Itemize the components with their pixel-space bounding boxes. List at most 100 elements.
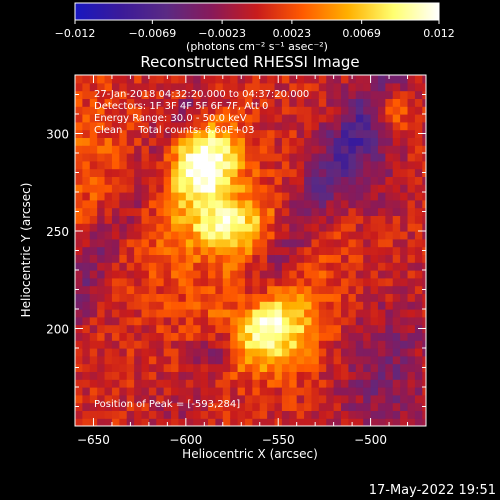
heatmap-cell	[304, 285, 313, 294]
heatmap-cell	[82, 106, 91, 115]
heatmap-cell	[259, 410, 268, 419]
heatmap-cell	[267, 332, 276, 341]
heatmap-cell	[222, 199, 231, 209]
heatmap-cell	[385, 309, 394, 318]
heatmap-cell	[141, 231, 150, 240]
heatmap-cell	[134, 254, 143, 263]
heatmap-cell	[82, 277, 91, 287]
heatmap-cell	[289, 129, 298, 138]
heatmap-cell	[296, 129, 305, 138]
heatmap-cell	[208, 168, 216, 177]
heatmap-cell	[89, 223, 98, 232]
heatmap-cell	[341, 262, 350, 271]
heatmap-cell	[134, 293, 143, 302]
heatmap-cell	[274, 254, 283, 263]
heatmap-cell	[333, 394, 342, 404]
heatmap-cell	[200, 410, 209, 419]
heatmap-cell	[289, 270, 298, 279]
heatmap-cell	[97, 348, 106, 357]
heatmap-cell	[126, 106, 135, 115]
heatmap-cell	[244, 379, 253, 388]
heatmap-cell	[89, 246, 98, 255]
heatmap-cell	[208, 379, 216, 388]
heatmap-cell	[230, 277, 239, 287]
heatmap-cell	[377, 348, 386, 357]
heatmap-cell	[422, 223, 426, 232]
heatmap-cell	[111, 145, 120, 154]
heatmap-cell	[296, 270, 305, 279]
heatmap-cell	[422, 394, 426, 404]
heatmap-cell	[75, 199, 83, 209]
heatmap-cell	[200, 316, 209, 326]
heatmap-cell	[296, 301, 305, 310]
heatmap-cell	[422, 309, 426, 318]
heatmap-cell	[377, 184, 386, 193]
heatmap-cell	[392, 262, 401, 271]
heatmap-cell	[215, 176, 224, 185]
heatmap-cell	[422, 160, 426, 170]
heatmap-cell	[370, 277, 379, 287]
heatmap-cell	[237, 301, 246, 310]
heatmap-cell	[333, 176, 342, 185]
heatmap-cell	[171, 332, 180, 341]
heatmap-cell	[97, 402, 106, 411]
heatmap-cell	[311, 309, 320, 318]
heatmap-cell	[185, 348, 194, 357]
heatmap-cell	[341, 324, 350, 333]
heatmap-cell	[134, 223, 143, 232]
heatmap-cell	[252, 285, 261, 294]
heatmap-cell	[400, 137, 409, 146]
heatmap-cell	[370, 192, 379, 201]
heatmap-cell	[318, 285, 327, 294]
heatmap-cell	[289, 192, 298, 201]
heatmap-cell	[385, 394, 394, 404]
heatmap-cell	[370, 254, 379, 263]
heatmap-cell	[326, 293, 335, 302]
heatmap-cell	[163, 324, 172, 333]
heatmap-cell	[318, 246, 327, 255]
heatmap-cell	[392, 145, 401, 154]
colorbar-tick-label: −0.0023	[198, 27, 246, 40]
heatmap-cell	[119, 231, 128, 240]
heatmap-cell	[392, 332, 401, 341]
heatmap-cell	[267, 348, 276, 357]
heatmap-cell	[341, 316, 350, 326]
heatmap-cell	[163, 121, 172, 131]
heatmap-cell	[385, 121, 394, 131]
heatmap-cell	[422, 192, 426, 201]
heatmap-cell	[141, 363, 150, 372]
heatmap-cell	[407, 254, 416, 263]
heatmap-cell	[259, 262, 268, 271]
heatmap-cell	[134, 363, 143, 372]
heatmap-cell	[341, 332, 350, 341]
heatmap-cell	[178, 270, 187, 279]
heatmap-cell	[111, 402, 120, 411]
heatmap-cell	[370, 231, 379, 240]
heatmap-cell	[126, 340, 135, 349]
heatmap-cell	[171, 410, 180, 419]
heatmap-cell	[185, 215, 194, 224]
heatmap-cell	[111, 387, 120, 396]
heatmap-cell	[385, 192, 394, 201]
heatmap-cell	[171, 309, 180, 318]
heatmap-cell	[119, 106, 128, 115]
heatmap-cell	[348, 184, 357, 193]
heatmap-cell	[237, 231, 246, 240]
heatmap-cell	[414, 199, 423, 209]
heatmap-cell	[104, 238, 113, 248]
heatmap-cell	[326, 114, 335, 123]
heatmap-cell	[126, 168, 135, 177]
heatmap-cell	[259, 340, 268, 349]
heatmap-cell	[178, 75, 187, 84]
heatmap-cell	[400, 418, 409, 426]
heatmap-cell	[111, 192, 120, 201]
heatmap-cell	[126, 238, 135, 248]
heatmap-cell	[163, 168, 172, 177]
heatmap-cell	[104, 418, 113, 426]
heatmap-cell	[385, 160, 394, 170]
heatmap-cell	[97, 371, 106, 380]
heatmap-cell	[89, 301, 98, 310]
heatmap-cell	[259, 168, 268, 177]
heatmap-cell	[185, 223, 194, 232]
heatmap-cell	[126, 316, 135, 326]
